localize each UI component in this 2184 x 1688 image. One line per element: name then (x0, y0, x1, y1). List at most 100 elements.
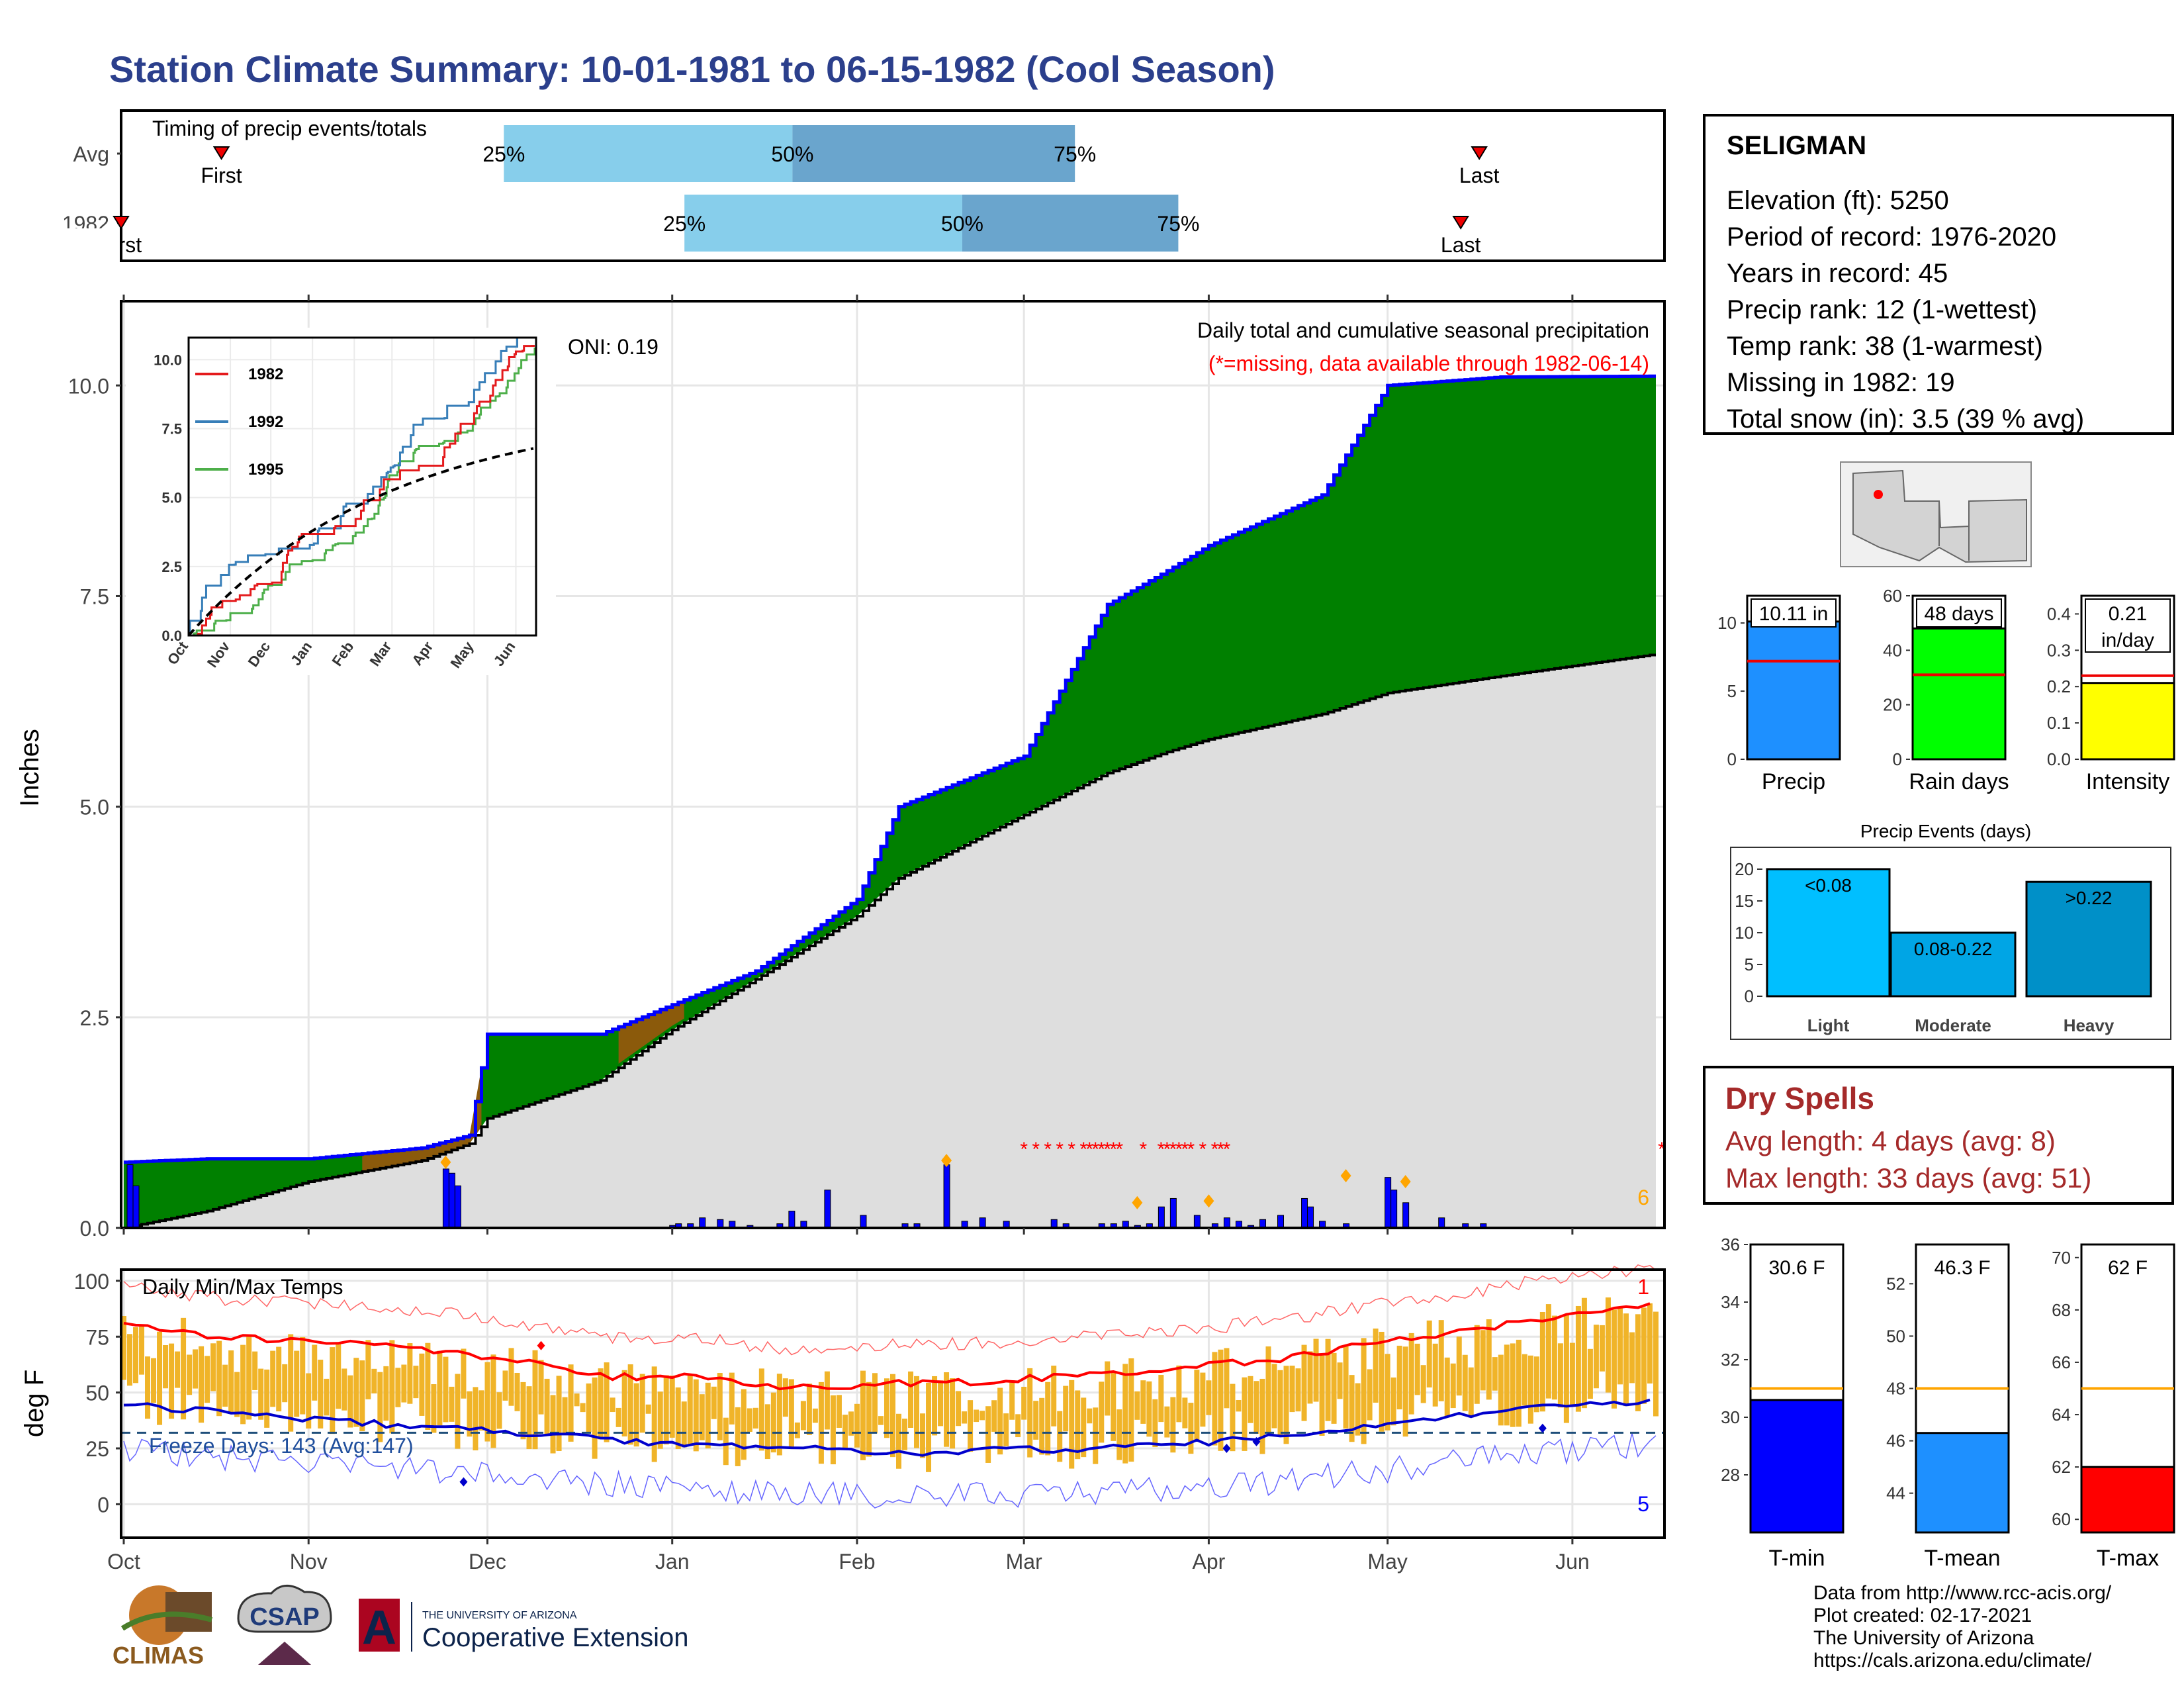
y-tick-label: 2.5 (80, 1006, 109, 1030)
temp-day-bar (383, 1366, 389, 1421)
temp-day-bar (1170, 1397, 1176, 1453)
temp-day-bar (1522, 1354, 1527, 1406)
temp-day-bar (318, 1360, 324, 1429)
temp-day-bar (264, 1369, 270, 1428)
temp-day-bar (920, 1413, 926, 1458)
climas-logo: CLIMAS (113, 1585, 213, 1669)
temp-day-bar (294, 1350, 300, 1417)
temp-day-bar (1551, 1315, 1557, 1400)
daily-precip-bar (1307, 1206, 1314, 1229)
info-period: Period of record: 1976-2020 (1727, 222, 2057, 252)
missing-star: * (1068, 1139, 1075, 1160)
tbar-value: 30.6 F (1768, 1257, 1825, 1279)
temp-day-bar (1206, 1380, 1212, 1415)
temp-day-bar (979, 1411, 985, 1421)
temp-day-bar (735, 1407, 741, 1466)
temp-label: Daily Min/Max Temps (142, 1275, 343, 1299)
dry-spells-title: Dry Spells (1725, 1081, 1874, 1115)
temp-day-bar (1456, 1336, 1462, 1396)
temp-day-bar (1325, 1338, 1331, 1421)
temp-day-bar (1635, 1314, 1641, 1411)
temp-day-bar (788, 1379, 794, 1449)
temp-top-count: 1 (1637, 1275, 1649, 1299)
temp-day-bar (705, 1382, 711, 1449)
timing-p75: 75% (1157, 212, 1199, 236)
credit-data-source: Data from http://www.rcc-acis.org/ (1813, 1582, 2112, 1604)
daily-precip-bar (442, 1168, 449, 1229)
record-marker-icon (537, 1340, 545, 1350)
temp-day-bar (1438, 1320, 1444, 1401)
temp-day-bar (1301, 1344, 1307, 1421)
temp-day-bar (1569, 1342, 1575, 1407)
temp-day-bar (991, 1400, 997, 1432)
temp-day-bar (1474, 1325, 1480, 1404)
month-label: Oct (107, 1550, 140, 1573)
snow-marker-icon (1132, 1196, 1143, 1209)
temp-day-bar (401, 1364, 407, 1403)
summary-tick-label: 0.4 (2047, 604, 2071, 624)
temp-day-bar (836, 1395, 842, 1428)
temp-day-bar (723, 1417, 729, 1466)
locator-map (1840, 461, 2032, 567)
temp-day-bar (1122, 1364, 1128, 1464)
temp-day-bar (1420, 1365, 1426, 1403)
info-snow: Total snow (in): 3.5 (39 % avg) (1727, 404, 2085, 434)
temp-day-bar (1367, 1369, 1373, 1421)
temp-day-bar (1396, 1345, 1402, 1410)
temp-day-bar (377, 1372, 383, 1442)
tbar-tick-label: 36 (1721, 1238, 1740, 1254)
temp-day-bar (1081, 1397, 1087, 1458)
temp-day-bar (431, 1384, 437, 1433)
temp-day-bar (1581, 1297, 1587, 1409)
summary-value: 0.21 (2109, 603, 2147, 625)
missing-star: * (1199, 1139, 1207, 1160)
temp-day-bar (657, 1391, 663, 1449)
temp-day-bar (336, 1342, 341, 1409)
daily-precip-bar (860, 1215, 867, 1229)
temp-day-bar (1176, 1365, 1182, 1423)
temp-day-bar (419, 1353, 425, 1416)
daily-precip-bar (1223, 1217, 1230, 1229)
events-tick-label: 5 (1745, 955, 1754, 974)
month-label: Apr (1193, 1550, 1226, 1573)
tbar-tick-label: 66 (2052, 1352, 2071, 1372)
snow-marker-icon (1203, 1194, 1214, 1208)
last-marker-icon (1452, 216, 1469, 230)
summary-label: Intensity (2086, 769, 2170, 794)
temp-day-bar (1617, 1307, 1623, 1385)
temp-day-bar (121, 1315, 126, 1380)
temp-day-bar (896, 1413, 902, 1469)
temp-day-bar (187, 1354, 193, 1395)
record-marker-icon (459, 1477, 468, 1487)
events-tick-label: 20 (1735, 859, 1754, 879)
temp-day-bar (1539, 1311, 1545, 1412)
temp-day-bar (592, 1377, 598, 1459)
temp-day-bar (389, 1340, 395, 1434)
inset-line-1995 (189, 347, 536, 637)
temp-day-bar (663, 1375, 669, 1445)
inset-y-label: 2.5 (161, 559, 182, 575)
month-label: Feb (839, 1550, 875, 1573)
temp-day-bar (1379, 1331, 1385, 1432)
temp-day-bar (1545, 1304, 1551, 1399)
temp-day-bar (222, 1364, 228, 1407)
temp-day-bar (866, 1382, 872, 1457)
temp-y-label: deg F (20, 1370, 49, 1437)
temp-day-bar (1605, 1297, 1611, 1393)
missing-star: * (1217, 1139, 1225, 1160)
legend-label: 1982 (248, 365, 283, 383)
event-label: Light (1807, 1015, 1850, 1035)
temp-day-bar (1480, 1330, 1486, 1391)
tbar-tick-label: 62 (2052, 1457, 2071, 1477)
timing-p50: 50% (941, 212, 983, 236)
temp-day-bar (1158, 1375, 1164, 1423)
daily-precip-bar (979, 1217, 986, 1229)
temp-day-bar (490, 1354, 496, 1448)
temp-day-bar (956, 1391, 962, 1427)
temp-day-bar (1277, 1370, 1283, 1435)
temp-day-bar (312, 1344, 318, 1401)
temp-day-bar (1390, 1377, 1396, 1426)
summary-tick-label: 0 (1727, 749, 1737, 769)
temp-day-bar (1027, 1368, 1033, 1458)
mountain-icon (258, 1642, 311, 1665)
